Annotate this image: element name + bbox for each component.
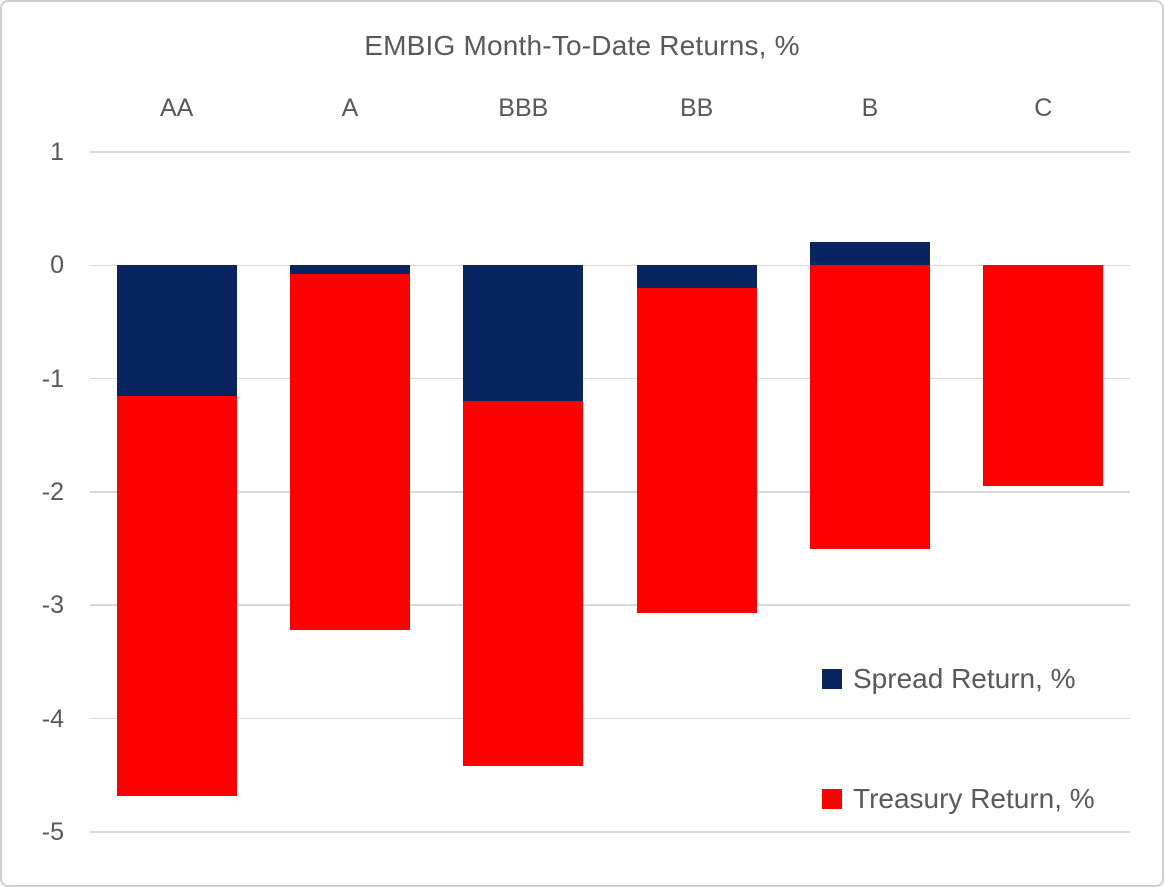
bar-spread-return-A	[290, 265, 410, 275]
category-label-AA: AA	[159, 94, 194, 122]
bar-treasury-return-A	[290, 274, 410, 631]
gridline-y--5	[90, 831, 1130, 833]
bar-treasury-return-B	[810, 265, 930, 549]
category-label-C: C	[1034, 94, 1053, 122]
legend-swatch-treasury-return	[822, 789, 842, 809]
gridline-y-0	[90, 264, 1130, 267]
bar-treasury-return-AA	[116, 395, 237, 796]
gridline-y--3	[90, 604, 1130, 606]
bar-spread-return-B	[810, 241, 930, 266]
category-label-BB: BB	[679, 94, 714, 122]
gridline-y-1	[90, 151, 1130, 153]
bar-treasury-return-C	[983, 265, 1104, 487]
bar-spread-return-AA	[116, 265, 237, 396]
category-label-BBB: BBB	[498, 94, 549, 122]
legend-swatch-spread-return	[822, 669, 842, 689]
y-axis-tick-label--3: -3	[41, 591, 64, 620]
y-axis-tick-label-0: 0	[50, 251, 64, 280]
bar-spread-return-BB	[636, 265, 757, 288]
gridline-y--1	[90, 377, 1130, 380]
legend-label-treasury-return: Treasury Return, %	[853, 783, 1095, 814]
y-axis-tick-label-1: 1	[50, 138, 64, 166]
category-label-A: A	[341, 94, 359, 122]
y-axis-tick-label--2: -2	[41, 477, 64, 506]
legend-label-spread-return: Spread Return, %	[853, 663, 1076, 694]
gridline-y--4	[90, 717, 1130, 720]
gridline-y--2	[90, 491, 1130, 493]
chart-title: EMBIG Month-To-Date Returns, %	[364, 30, 800, 61]
y-axis-tick-label--5: -5	[41, 817, 64, 846]
bar-treasury-return-BB	[636, 287, 757, 614]
legend-item-spread-return: Spread Return, %	[822, 663, 1076, 695]
y-axis-tick-label--4: -4	[41, 704, 64, 733]
bar-treasury-return-BBB	[463, 401, 584, 767]
category-label-B: B	[861, 94, 879, 122]
legend-item-treasury-return: Treasury Return, %	[822, 783, 1095, 815]
y-axis-tick-label--1: -1	[41, 364, 64, 393]
bar-spread-return-BBB	[463, 265, 584, 402]
